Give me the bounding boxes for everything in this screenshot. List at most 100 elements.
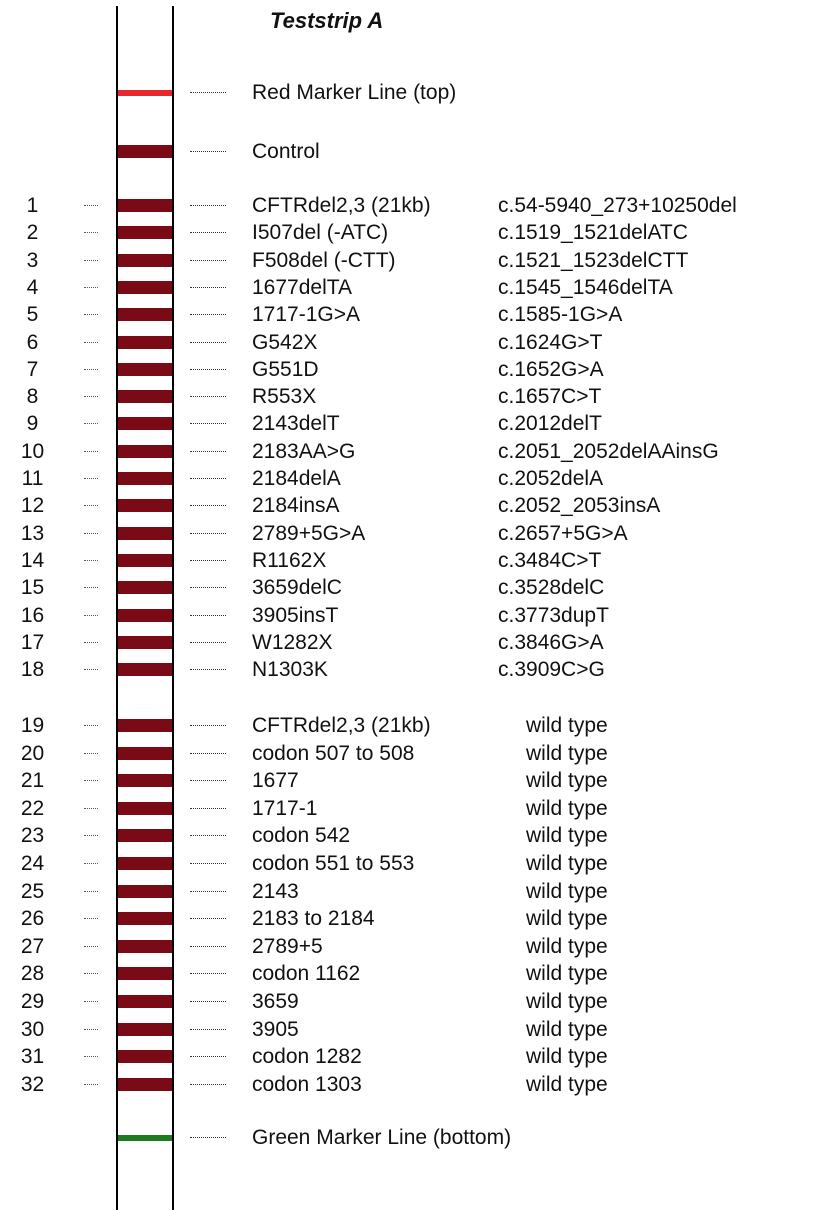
wildtype-band xyxy=(118,1050,172,1064)
wildtype-row: 21 1677 wild type xyxy=(0,767,829,795)
wildtype-band xyxy=(118,857,172,870)
mutation-name: 2143delT xyxy=(252,412,340,436)
row-tick xyxy=(84,1028,98,1030)
mutation-band xyxy=(118,553,172,567)
red-marker-row: Red Marker Line (top) xyxy=(0,79,829,107)
mutation-detail: c.3528delC xyxy=(498,576,605,600)
row-number: 6 xyxy=(26,330,39,354)
mutation-band xyxy=(118,581,172,595)
row-tick xyxy=(84,614,98,616)
row-tick xyxy=(84,532,98,534)
row-leader xyxy=(190,1083,226,1085)
wildtype-name: 2143 xyxy=(252,879,299,903)
mutation-name: I507del (-ATC) xyxy=(252,221,389,245)
wildtype-name: 3905 xyxy=(252,1017,299,1041)
mutation-detail: c.1652G>A xyxy=(498,357,604,381)
mutation-band xyxy=(118,526,172,540)
mutation-name: G542X xyxy=(252,330,318,354)
mutation-band xyxy=(118,280,172,294)
row-tick xyxy=(84,286,98,288)
row-number: 18 xyxy=(20,658,45,682)
red-marker-label: Red Marker Line (top) xyxy=(252,81,457,104)
row-leader xyxy=(190,478,226,479)
mutation-detail: c.3773dupT xyxy=(498,603,609,627)
wildtype-detail: wild type xyxy=(526,962,608,986)
wildtype-name: CFTRdel2,3 (21kb) xyxy=(252,714,431,737)
row-tick xyxy=(84,641,98,643)
mutation-detail: c.1585-1G>A xyxy=(498,303,623,327)
row-number: 20 xyxy=(20,741,45,765)
mutation-detail: c.3846G>A xyxy=(498,630,604,654)
wildtype-detail: wild type xyxy=(526,1017,608,1041)
row-leader xyxy=(190,807,226,809)
row-leader xyxy=(190,1056,226,1058)
wildtype-row: 26 2183 to 2184 wild type xyxy=(0,905,829,933)
mutation-band xyxy=(118,253,172,267)
row-tick xyxy=(84,669,98,671)
row-leader xyxy=(190,505,226,507)
mutation-row: 7 G551D c.1652G>A xyxy=(0,356,829,384)
wildtype-name: codon 1303 xyxy=(252,1072,362,1096)
row-leader xyxy=(190,587,226,589)
wildtype-row: 25 2143 wild type xyxy=(0,878,829,906)
mutation-name: 2184insA xyxy=(252,494,340,518)
row-leader xyxy=(190,614,226,616)
mutation-name: R1162X xyxy=(252,548,327,572)
mutation-row: 10 2183AA>G c.2051_2052delAAinsG xyxy=(0,438,829,466)
row-tick xyxy=(84,835,98,837)
mutation-row: 17 W1282X c.3846G>A xyxy=(0,629,829,657)
wildtype-band xyxy=(118,829,172,843)
wildtype-name: codon 551 to 553 xyxy=(252,852,415,875)
red-marker-leader xyxy=(190,92,226,93)
row-leader xyxy=(190,559,226,561)
mutation-band xyxy=(118,472,172,485)
row-leader xyxy=(190,863,226,864)
green-marker-row: Green Marker Line (bottom) xyxy=(0,1124,829,1152)
wildtype-row: 22 1717-1 wild type xyxy=(0,795,829,823)
row-tick xyxy=(84,1056,98,1058)
control-leader xyxy=(190,151,226,152)
row-leader xyxy=(190,423,226,425)
mutation-band xyxy=(118,499,172,513)
mutation-row: 15 3659delC c.3528delC xyxy=(0,574,829,602)
wildtype-row: 20 codon 507 to 508 wild type xyxy=(0,740,829,768)
row-number: 23 xyxy=(20,824,45,848)
mutation-row: 14 R1162X c.3484C>T xyxy=(0,547,829,575)
mutation-row: 4 1677delTA c.1545_1546delTA xyxy=(0,274,829,302)
mutation-detail: c.54-5940_273+10250del xyxy=(498,194,737,217)
mutation-name: N1303K xyxy=(252,658,328,682)
wildtype-row: 27 2789+5 wild type xyxy=(0,933,829,961)
mutation-row: 5 1717-1G>A c.1585-1G>A xyxy=(0,301,829,329)
mutation-band xyxy=(118,663,172,677)
row-tick xyxy=(84,863,98,864)
mutation-detail: c.3909C>G xyxy=(498,658,605,682)
mutation-name: F508del (-CTT) xyxy=(252,248,396,272)
mutation-name: R553X xyxy=(252,385,317,409)
row-tick xyxy=(84,205,98,206)
wildtype-band xyxy=(118,746,172,760)
mutation-name: 3905insT xyxy=(252,603,339,627)
row-leader xyxy=(190,973,226,975)
row-leader xyxy=(190,341,226,343)
row-number: 9 xyxy=(26,412,39,436)
mutation-name: 2184delA xyxy=(252,467,341,490)
mutation-name: 2789+5G>A xyxy=(252,521,366,545)
row-number: 5 xyxy=(26,303,39,327)
wildtype-detail: wild type xyxy=(526,879,608,903)
mutation-band xyxy=(118,390,172,404)
row-leader xyxy=(190,232,226,234)
wildtype-name: codon 542 xyxy=(252,824,351,848)
wildtype-row: 24 codon 551 to 553 wild type xyxy=(0,850,829,878)
row-number: 28 xyxy=(20,962,45,986)
row-leader xyxy=(190,918,226,920)
wildtype-name: codon 507 to 508 xyxy=(252,741,415,765)
row-tick xyxy=(84,918,98,920)
wildtype-detail: wild type xyxy=(526,990,608,1013)
mutation-row: 16 3905insT c.3773dupT xyxy=(0,602,829,630)
mutation-row: 11 2184delA c.2052delA xyxy=(0,465,829,493)
row-leader xyxy=(190,450,226,452)
mutation-row: 2 I507del (-ATC) c.1519_1521delATC xyxy=(0,219,829,247)
row-number: 27 xyxy=(20,934,45,958)
wildtype-band xyxy=(118,719,172,732)
row-number: 30 xyxy=(20,1017,45,1041)
